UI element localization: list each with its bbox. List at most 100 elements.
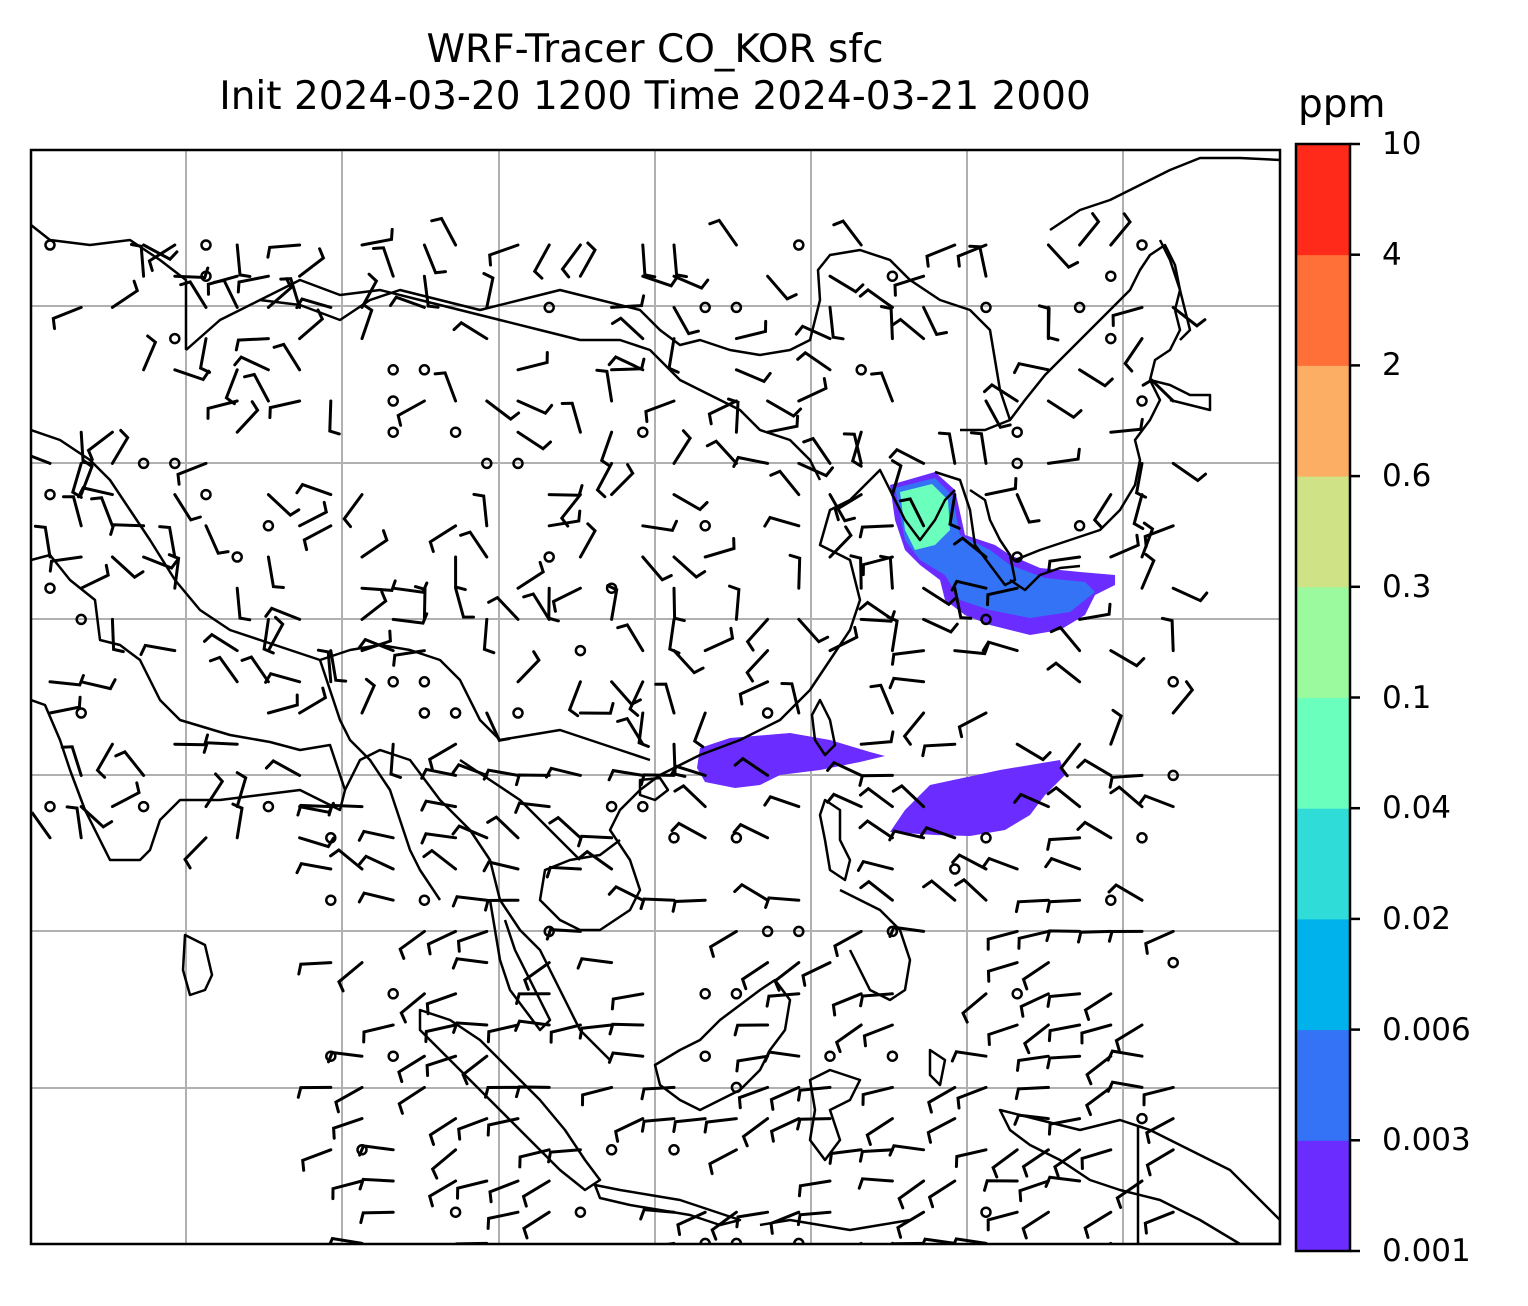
colorbar-segment (1296, 918, 1350, 1031)
calm-marker (387, 364, 399, 376)
calm-marker (169, 457, 181, 470)
wind-barb (360, 303, 374, 341)
wind-barb (262, 617, 275, 655)
wind-barb (891, 649, 926, 666)
wind-barb (142, 243, 179, 262)
calm-marker (1011, 426, 1023, 438)
wind-barb (422, 274, 440, 309)
coast-halmahera (928, 1048, 947, 1087)
wind-barb (60, 745, 83, 777)
wind-barb (129, 243, 146, 278)
wind-barb (766, 414, 800, 434)
wind-barb (1115, 1179, 1144, 1209)
calm-marker (980, 832, 992, 844)
colorbar-tick-label: 2 (1382, 347, 1402, 384)
wind-barb (797, 1179, 832, 1198)
coast-taiwan (810, 698, 837, 757)
wind-barb (856, 859, 894, 872)
wind-barb (420, 832, 458, 845)
calm-marker (356, 1144, 368, 1156)
wind-barb (110, 617, 125, 654)
coast-malay-peninsula (488, 899, 552, 1032)
wind-barb (763, 515, 801, 528)
wind-barb (859, 879, 894, 902)
wind-barb (413, 585, 427, 621)
calm-marker (1011, 551, 1023, 563)
wind-barb (1108, 773, 1144, 789)
wind-barb (362, 1023, 395, 1044)
wind-barb (886, 615, 899, 653)
wind-barb (48, 695, 82, 715)
wind-barb (486, 1117, 520, 1137)
wind-barb (842, 432, 863, 465)
wind-barb (672, 305, 700, 336)
wind-barb (672, 429, 692, 465)
calm-marker (980, 301, 992, 314)
wind-barb (1045, 929, 1082, 942)
wind-barb (610, 316, 645, 341)
wind-barb (953, 642, 990, 656)
calm-marker (637, 800, 649, 813)
wind-barb (828, 274, 865, 294)
wind-barb (608, 1022, 645, 1036)
calm-marker (980, 1206, 992, 1218)
wind-barb (334, 1085, 364, 1114)
wind-barb (357, 891, 395, 904)
wind-barb (861, 1085, 894, 1106)
wind-barb (1059, 742, 1082, 778)
wind-barb (1076, 758, 1113, 777)
wind-barb (858, 600, 894, 621)
wind-barb (954, 877, 988, 902)
wind-barb (296, 803, 333, 817)
wind-barb (640, 1085, 676, 1101)
coast-sumatra (418, 1008, 602, 1192)
wind-barb (1021, 1148, 1050, 1178)
wind-barb (342, 493, 364, 529)
wind-barb (451, 824, 489, 840)
wind-barb (272, 342, 302, 372)
wind-barb (1015, 742, 1052, 762)
colorbar-tick-label: 0.6 (1382, 458, 1432, 495)
wind-barb (1046, 898, 1082, 913)
calm-marker (387, 395, 399, 407)
wind-barb (826, 760, 863, 777)
wind-barb (486, 815, 520, 840)
wind-barb (1107, 883, 1144, 902)
wind-barb (898, 497, 926, 528)
wind-barb (578, 1023, 614, 1040)
wind-barb (894, 1275, 924, 1291)
wind-barb (422, 243, 447, 275)
wind-barb (430, 1148, 458, 1180)
wind-barb (337, 961, 364, 993)
wind-barb (856, 1241, 863, 1244)
wind-barb (922, 305, 948, 337)
calm-marker (886, 925, 899, 938)
wind-barb (1083, 992, 1113, 1021)
wind-barb (316, 648, 333, 684)
calm-marker (44, 800, 56, 813)
wind-barb (516, 560, 545, 590)
wind-barb (235, 586, 252, 622)
calm-marker (75, 707, 87, 719)
wind-barb (741, 1117, 770, 1148)
wind-barb (737, 1085, 770, 1110)
wind-barb (389, 742, 402, 779)
wind-barb (948, 493, 961, 530)
calm-marker (512, 707, 524, 719)
wind-barb (452, 1021, 489, 1034)
calm-marker (1136, 239, 1148, 251)
wind-barb (545, 865, 582, 879)
wind-barb (1114, 1023, 1144, 1052)
wind-barb (1145, 1117, 1175, 1144)
wind-barb (31, 454, 52, 465)
colorbar-tick-label: 0.001 (1382, 1233, 1471, 1269)
calm-marker (543, 925, 555, 938)
calm-marker (75, 613, 87, 626)
wind-barb (858, 288, 894, 309)
wind-barb (1109, 533, 1140, 559)
wind-barb (672, 243, 688, 279)
wind-barb (454, 586, 475, 619)
wind-barb (1047, 1023, 1082, 1043)
wind-barb (959, 1275, 986, 1298)
wind-barb (329, 848, 364, 871)
